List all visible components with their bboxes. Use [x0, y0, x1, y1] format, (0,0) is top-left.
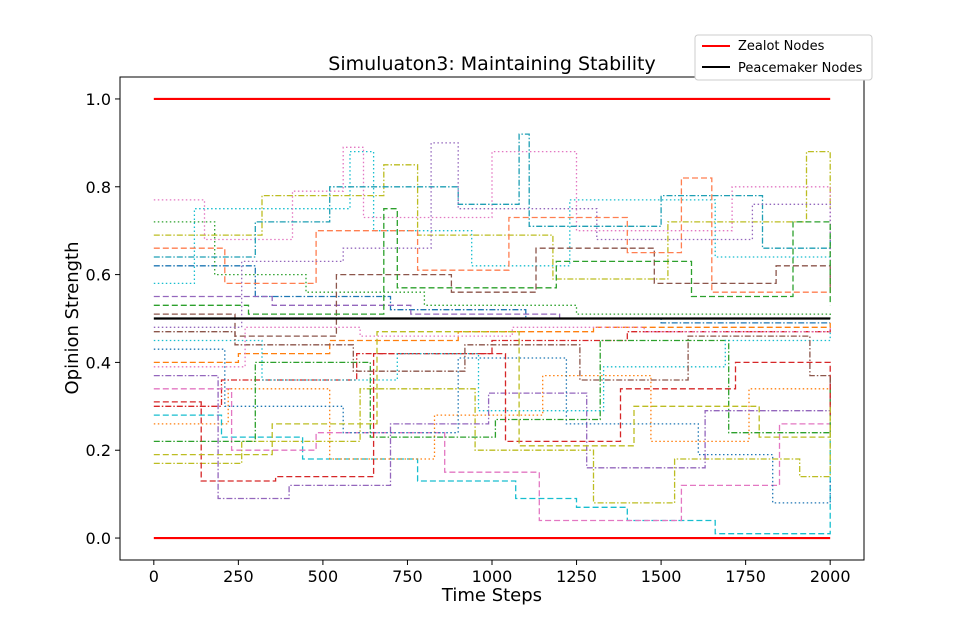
series-line-7	[153, 146, 831, 284]
x-tick-label-1750: 1750	[725, 567, 766, 586]
x-tick-label-0: 0	[149, 567, 159, 586]
x-tick-label-250: 250	[223, 567, 254, 586]
series-line-24	[153, 331, 831, 456]
x-tick-label-1000: 1000	[472, 567, 513, 586]
y-tick-label-5: 1.0	[86, 90, 111, 109]
series-layer	[153, 133, 831, 535]
series-line-21	[153, 331, 831, 412]
series-line-14	[153, 388, 831, 522]
series-line-9	[153, 133, 831, 258]
y-tick-label-2: 0.4	[86, 353, 111, 372]
x-tick-label-750: 750	[392, 567, 423, 586]
series-line-10	[153, 177, 831, 293]
series-line-22	[153, 331, 831, 385]
series-line-20	[153, 352, 831, 482]
series-line-19	[153, 339, 831, 443]
series-line-1	[153, 322, 831, 364]
legend-label-peacemaker: Peacemaker Nodes	[738, 61, 863, 76]
chart-title: Simuluaton3: Maintaining Stability	[328, 53, 655, 75]
y-axis: 0.0 0.2 0.4 0.6 0.8 1.0	[86, 90, 120, 548]
series-line-6	[153, 150, 831, 280]
series-line-8	[153, 247, 831, 337]
y-tick-label-0: 0.0	[86, 529, 111, 548]
fixed-lines-layer	[153, 97, 831, 540]
series-line-13	[153, 414, 831, 535]
series-line-16	[153, 374, 831, 460]
y-tick-label-1: 0.2	[86, 441, 111, 460]
legend-box	[694, 34, 873, 81]
x-axis-title: Time Steps	[441, 585, 542, 606]
legend-label-zealot: Zealot Nodes	[738, 39, 825, 54]
series-line-0	[153, 265, 831, 324]
y-axis-title: Opinion Strength	[62, 241, 83, 394]
series-line-11	[153, 142, 831, 328]
series-line-17	[153, 374, 831, 500]
x-tick-label-2000: 2000	[810, 567, 851, 586]
x-tick-label-500: 500	[308, 567, 339, 586]
series-line-15	[153, 388, 831, 504]
y-tick-label-3: 0.6	[86, 266, 111, 285]
y-tick-label-4: 0.8	[86, 178, 111, 197]
series-line-23	[153, 326, 831, 368]
series-line-12	[153, 208, 831, 315]
legend: Zealot Nodes Peacemaker Nodes	[694, 34, 873, 81]
x-tick-label-1500: 1500	[641, 567, 682, 586]
x-axis: 0 250 500 750 1000 1250 1500 1750 2000	[149, 560, 851, 586]
x-tick-label-1250: 1250	[556, 567, 597, 586]
series-line-5	[153, 150, 831, 285]
